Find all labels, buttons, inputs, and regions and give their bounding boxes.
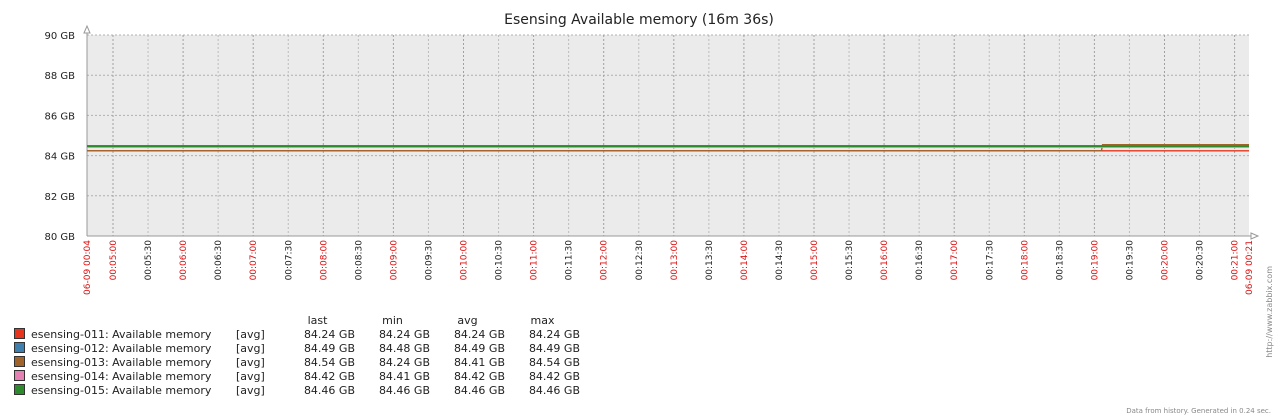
x-tick-label: 00:10:00 — [460, 240, 470, 281]
legend-function: [avg] — [236, 356, 265, 369]
legend-max-value: 84.42 GB — [528, 370, 580, 383]
legend-min-value: 84.24 GB — [378, 328, 430, 341]
x-tick-label: 00:05:30 — [144, 240, 154, 281]
x-tick-label: 00:15:30 — [845, 240, 855, 281]
legend-function: [avg] — [236, 384, 265, 397]
x-tick-label: 00:06:30 — [214, 240, 224, 281]
legend-series-name: esensing-014: Available memory — [31, 370, 212, 383]
legend-last-value: 84.49 GB — [303, 342, 355, 355]
x-tick-label: 00:18:00 — [1020, 240, 1030, 281]
legend-swatch — [14, 328, 25, 339]
legend-max-value: 84.54 GB — [528, 356, 580, 369]
legend-function: [avg] — [236, 328, 265, 341]
x-tick-label: 00:13:30 — [705, 240, 715, 281]
series-lines — [87, 144, 1249, 152]
x-tick-label: 00:07:30 — [284, 240, 294, 281]
x-tick-label: 00:09:30 — [424, 240, 434, 281]
legend-header-last: last — [307, 314, 328, 327]
legend-last-value: 84.54 GB — [303, 356, 355, 369]
x-axis: 06-09 00:04 00:05:00 00:05:30 00:06:00 00:06… — [83, 232, 1260, 295]
legend-min-value: 84.46 GB — [378, 384, 430, 397]
x-tick-label: 00:16:00 — [880, 240, 890, 281]
legend-avg-value: 84.41 GB — [453, 356, 505, 369]
y-axis-arrow — [83, 24, 91, 34]
legend-avg-value: 84.49 GB — [453, 342, 505, 355]
y-tick-label: 90 GB — [44, 31, 75, 42]
y-tick-label: 88 GB — [44, 71, 75, 82]
legend-series-name: esensing-012: Available memory — [31, 342, 212, 355]
footer-text: Data from history. Generated in 0.24 sec… — [1126, 407, 1271, 415]
legend-row: esensing-015: Available memory [avg] 84.46… — [14, 384, 580, 398]
legend-avg-value: 84.24 GB — [453, 328, 505, 341]
legend-swatch — [14, 356, 25, 367]
x-tick-label: 00:16:30 — [915, 240, 925, 281]
x-tick-label: 00:12:30 — [635, 240, 645, 281]
y-tick-label: 82 GB — [44, 192, 75, 203]
y-axis: 80 GB 82 GB 84 GB 86 GB 88 GB 90 GB — [44, 24, 91, 243]
legend-row: esensing-014: Available memory [avg] 84.42… — [14, 370, 580, 384]
x-tick-label: 00:13:00 — [670, 240, 680, 281]
x-tick-label: 00:19:00 — [1090, 240, 1100, 281]
x-tick-label: 00:19:30 — [1125, 240, 1135, 281]
legend-row: esensing-011: Available memory [avg] 84.24… — [14, 328, 580, 342]
legend-max-value: 84.24 GB — [528, 328, 580, 341]
x-tick-label: 00:20:00 — [1161, 240, 1171, 281]
x-tick-label: 00:17:30 — [985, 240, 995, 281]
x-tick-label: 00:17:00 — [950, 240, 960, 281]
x-axis-arrow — [1250, 232, 1260, 240]
legend-header-avg: avg — [457, 314, 478, 327]
legend-last-value: 84.42 GB — [303, 370, 355, 383]
legend-max-value: 84.46 GB — [528, 384, 580, 397]
x-tick-label: 00:08:00 — [319, 240, 329, 281]
legend-avg-value: 84.46 GB — [453, 384, 505, 397]
legend-header-max: max — [530, 314, 555, 327]
legend-series-name: esensing-015: Available memory — [31, 384, 212, 397]
y-tick-label: 84 GB — [44, 152, 75, 163]
x-tick-label: 00:12:00 — [600, 240, 610, 281]
chart-title: Esensing Available memory (16m 36s) — [504, 12, 774, 28]
legend-function: [avg] — [236, 342, 265, 355]
x-tick-label: 00:05:00 — [109, 240, 119, 281]
legend-swatch — [14, 370, 25, 381]
legend-min-value: 84.24 GB — [378, 356, 430, 369]
x-tick-label: 00:06:00 — [179, 240, 189, 281]
legend-row: esensing-013: Available memory [avg] 84.54… — [14, 356, 580, 370]
x-tick-label: 00:18:30 — [1055, 240, 1065, 281]
legend-last-value: 84.46 GB — [303, 384, 355, 397]
x-tick-label: 00:07:00 — [249, 240, 259, 281]
legend-header-min: min — [382, 314, 403, 327]
x-tick-label: 00:11:30 — [565, 240, 575, 281]
x-tick-label: 00:10:30 — [495, 240, 505, 281]
y-tick-label: 80 GB — [44, 232, 75, 243]
y-tick-label: 86 GB — [44, 111, 75, 122]
x-tick-label: 00:15:00 — [810, 240, 820, 281]
legend-avg-value: 84.42 GB — [453, 370, 505, 383]
legend: last min avg max esensing-011: Available… — [14, 314, 580, 398]
x-tick-label: 00:14:00 — [740, 240, 750, 281]
plot-area — [87, 35, 1249, 236]
legend-min-value: 84.48 GB — [378, 342, 430, 355]
legend-row: esensing-012: Available memory [avg] 84.49… — [14, 342, 580, 356]
x-tick-label: 00:14:30 — [775, 240, 785, 281]
legend-min-value: 84.41 GB — [378, 370, 430, 383]
x-tick-label: 06-09 00:04 — [83, 240, 93, 295]
legend-function: [avg] — [236, 370, 265, 383]
x-tick-label: 06-09 00:21 — [1245, 240, 1255, 295]
watermark: http://www.zabbix.com — [1265, 266, 1274, 358]
legend-max-value: 84.49 GB — [528, 342, 580, 355]
x-tick-label: 00:21:00 — [1231, 240, 1241, 281]
legend-swatch — [14, 342, 25, 353]
x-tick-label: 00:11:00 — [530, 240, 540, 281]
legend-last-value: 84.24 GB — [303, 328, 355, 341]
legend-series-name: esensing-013: Available memory — [31, 356, 212, 369]
x-tick-label: 00:09:00 — [389, 240, 399, 281]
legend-series-name: esensing-011: Available memory — [31, 328, 212, 341]
x-tick-label: 00:08:30 — [354, 240, 364, 281]
legend-swatch — [14, 384, 25, 395]
x-tick-label: 00:20:30 — [1196, 240, 1206, 281]
